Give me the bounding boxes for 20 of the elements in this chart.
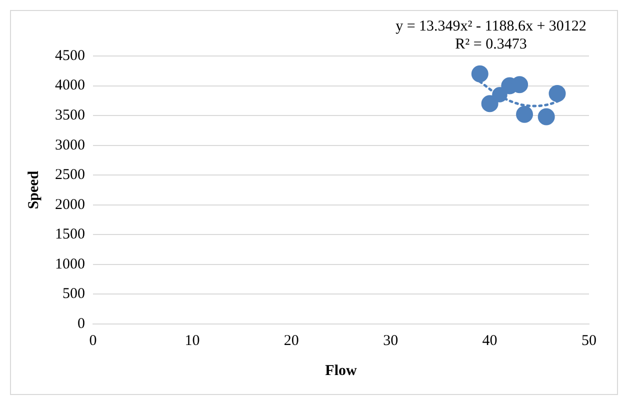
x-tick-label: 20 [284, 332, 299, 349]
y-axis-title: Speed [26, 170, 42, 210]
text: y = 13.349x² - 1188.6x + 30122 [396, 18, 586, 34]
y-tick-label: 3500 [55, 107, 85, 124]
y-tick-label: 1500 [55, 226, 85, 243]
y-tick-label: 2500 [55, 167, 85, 184]
y-tick-label: 3000 [55, 137, 85, 154]
x-axis-title: Flow [325, 362, 357, 379]
x-tick-label: 0 [89, 332, 97, 349]
y-tick-label: 1000 [55, 256, 85, 272]
y-tick-label: 0 [78, 316, 85, 332]
y-tick-label: 4000 [55, 78, 85, 94]
x-tick-label: 10 [184, 332, 200, 349]
y-tick-label: 2000 [55, 196, 85, 213]
x-tick-label: 50 [582, 332, 596, 349]
y-tick-label: 500 [62, 286, 85, 302]
y-tick-label: 4500 [55, 48, 85, 64]
x-tick-label: 40 [482, 332, 498, 349]
x-tick-label: 30 [383, 332, 398, 349]
text: R² = 0.3473 [455, 36, 527, 52]
